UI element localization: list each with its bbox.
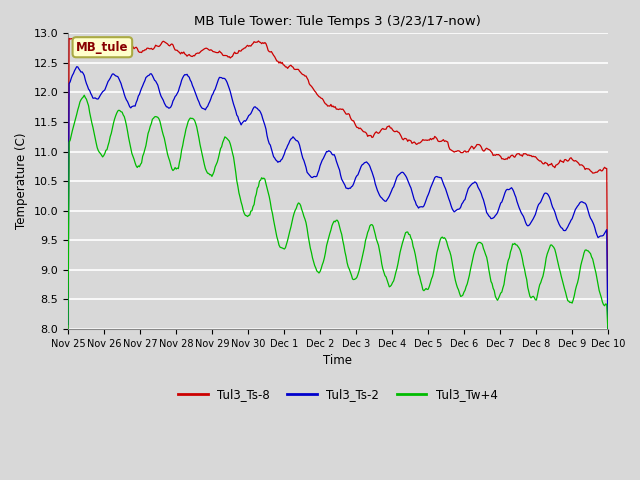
- Title: MB Tule Tower: Tule Temps 3 (3/23/17-now): MB Tule Tower: Tule Temps 3 (3/23/17-now…: [195, 15, 481, 28]
- Y-axis label: Temperature (C): Temperature (C): [15, 133, 28, 229]
- X-axis label: Time: Time: [323, 354, 353, 367]
- Text: MB_tule: MB_tule: [76, 41, 129, 54]
- Legend: Tul3_Ts-8, Tul3_Ts-2, Tul3_Tw+4: Tul3_Ts-8, Tul3_Ts-2, Tul3_Tw+4: [173, 384, 502, 406]
